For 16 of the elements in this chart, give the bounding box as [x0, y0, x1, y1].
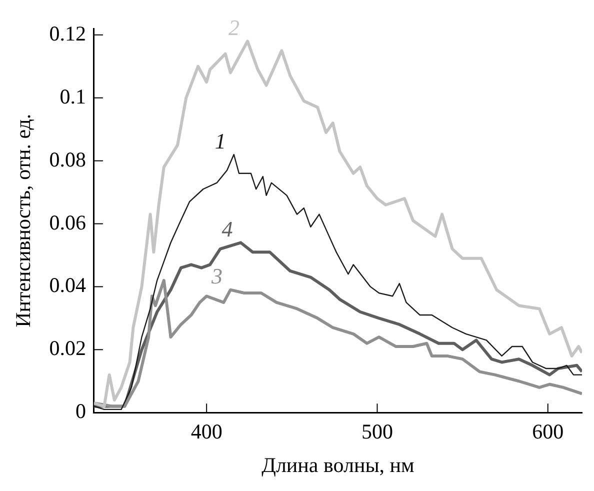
series-label: 3 — [210, 264, 222, 289]
series-label: 1 — [214, 128, 226, 154]
y-axis-title: Интенсивность, отн. ед. — [11, 114, 36, 328]
y-tick-label: 0.08 — [49, 147, 86, 172]
series-label: 2 — [228, 14, 240, 40]
x-tick-label: 400 — [190, 420, 222, 444]
x-tick-label: 600 — [532, 420, 564, 444]
y-tick-label: 0.04 — [49, 273, 86, 298]
x-tick-label: 500 — [361, 420, 393, 444]
series-label: 4 — [222, 216, 233, 242]
y-tick-label: 0.1 — [60, 84, 86, 108]
y-tick-label: 0.02 — [49, 336, 86, 360]
y-tick-label: 0 — [75, 399, 86, 424]
y-tick-label: 0.12 — [49, 21, 86, 46]
x-axis-title: Длина волны, нм — [262, 452, 414, 477]
y-tick-label: 0.06 — [49, 210, 86, 234]
